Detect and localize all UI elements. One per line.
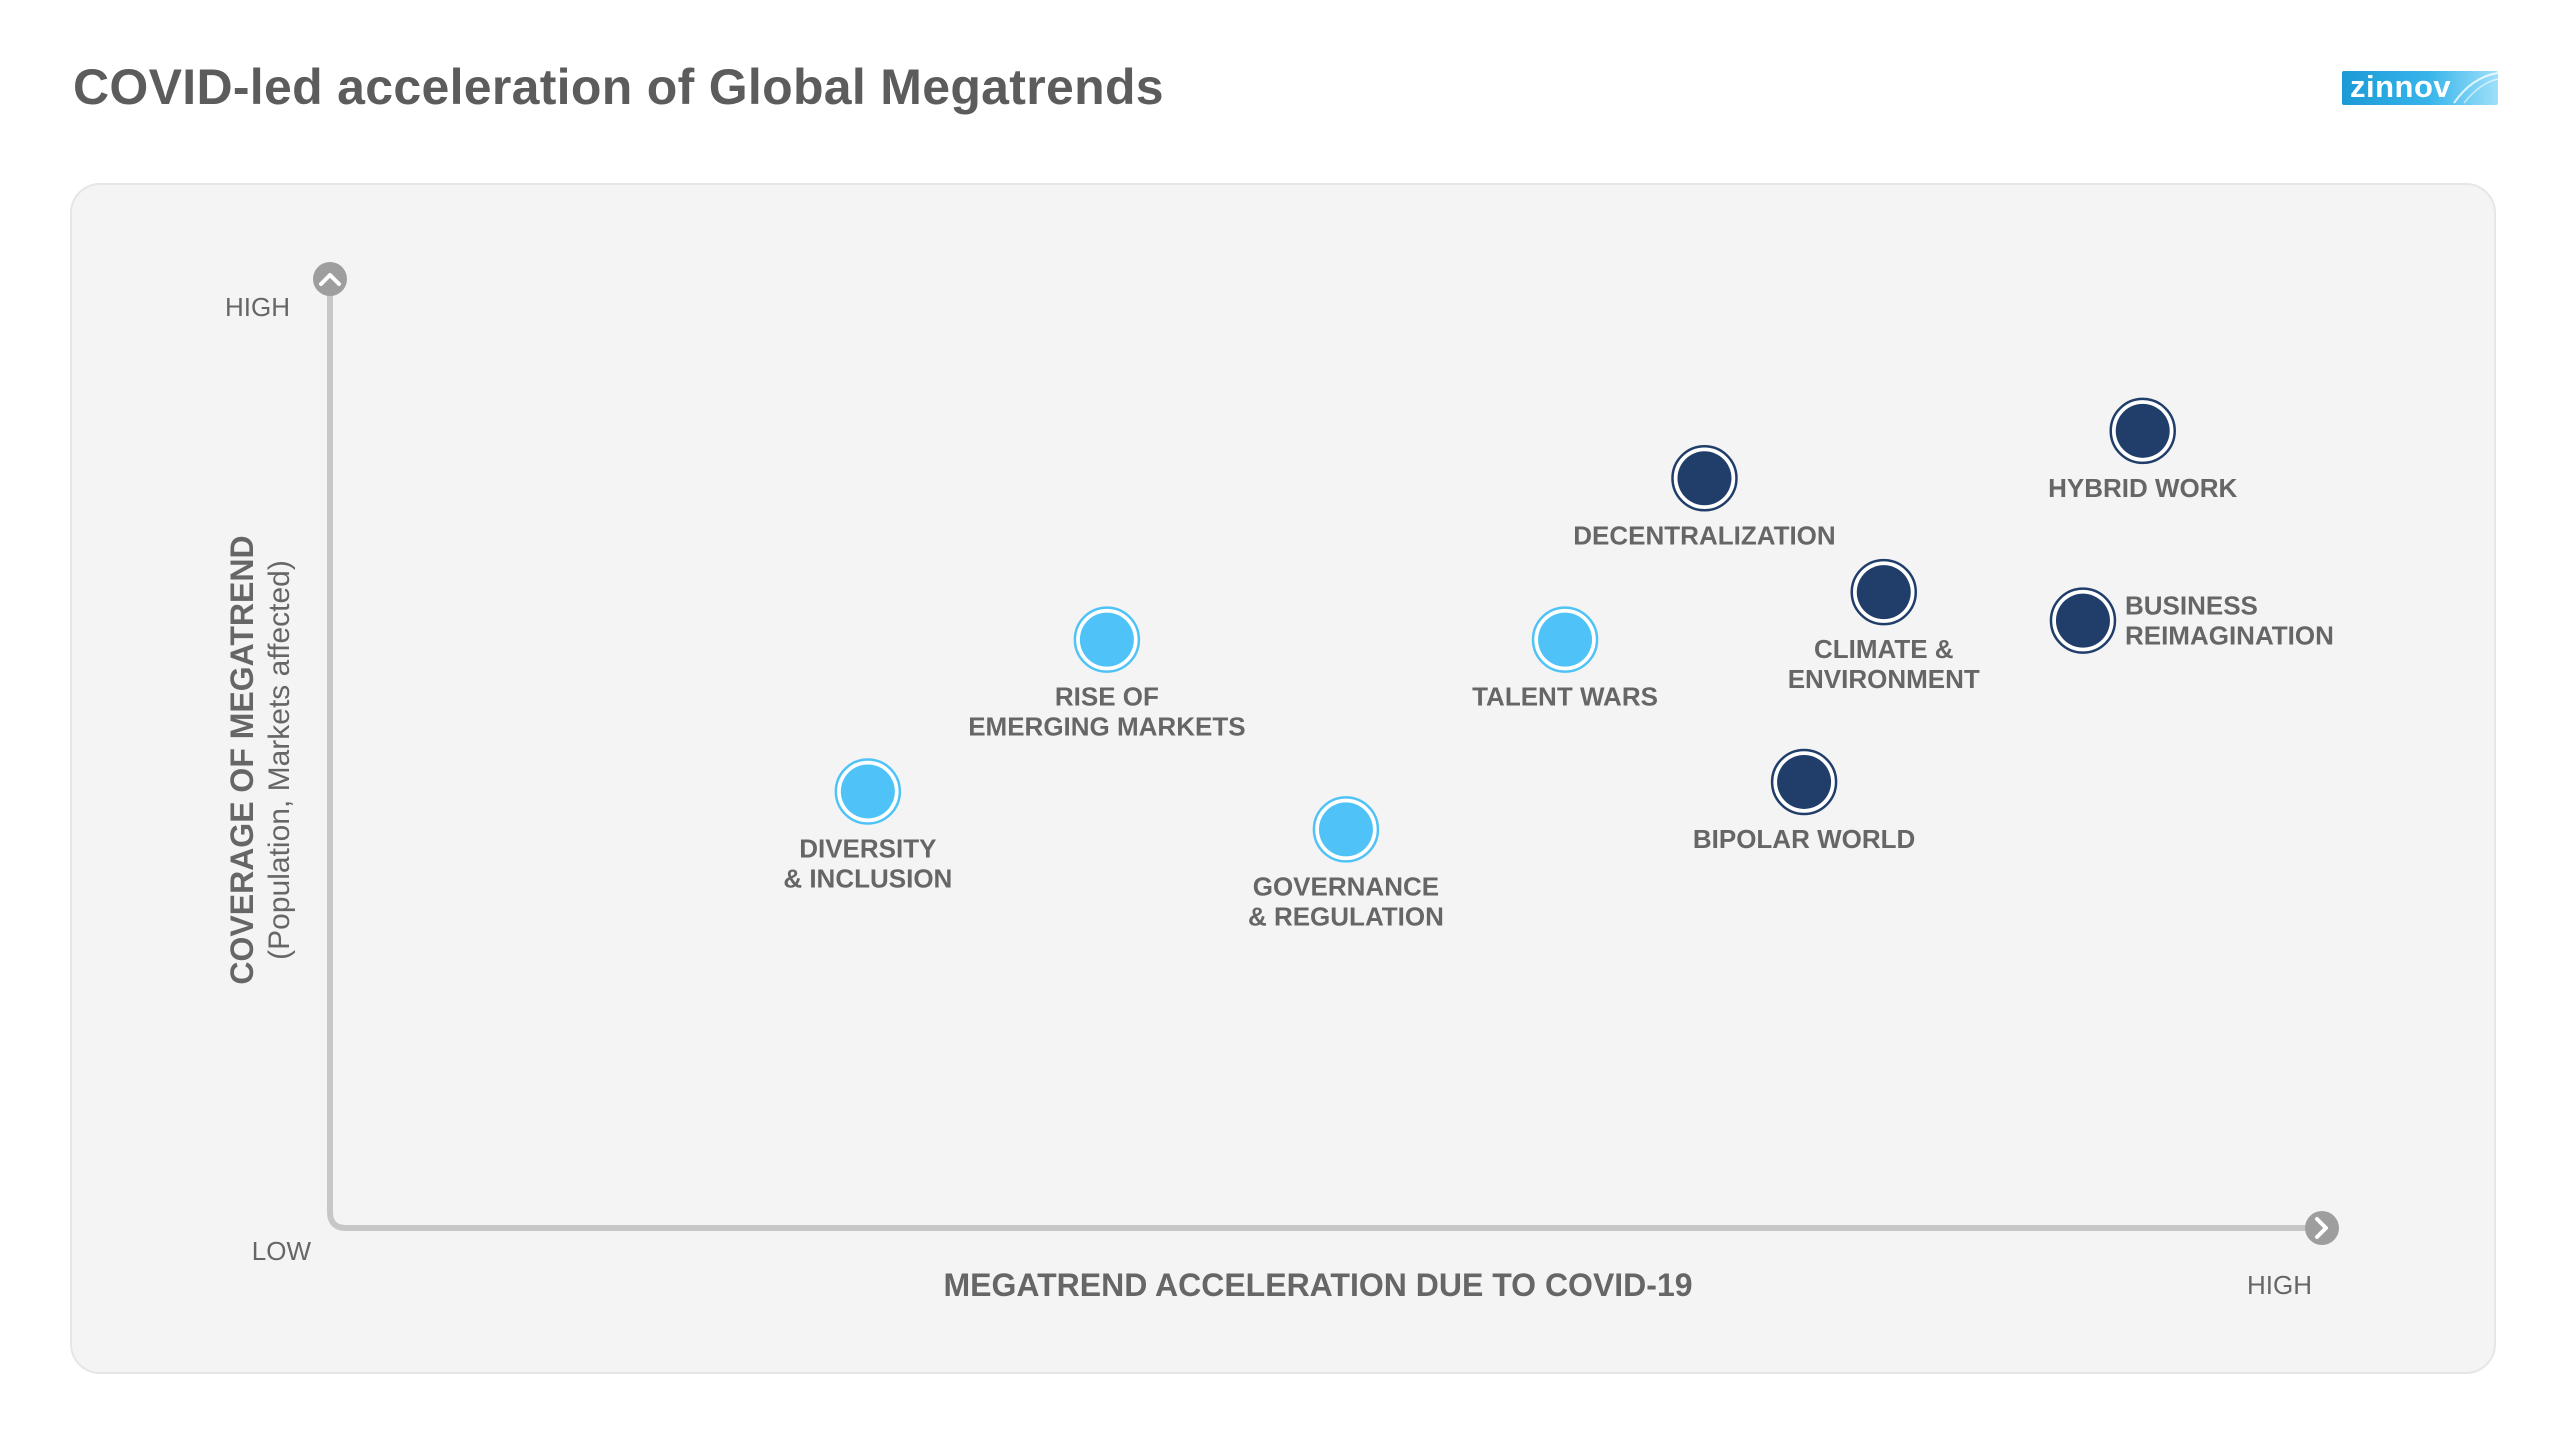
point-marker [1079, 612, 1134, 667]
point-hybrid-work: HYBRID WORK [2048, 397, 2238, 503]
point-talent-wars: TALENT WARS [1472, 606, 1658, 712]
x-high-label: HIGH [2247, 1270, 2312, 1300]
point-label: EMERGING MARKETS [968, 712, 1245, 742]
x-axis-title: MEGATREND ACCELERATION DUE TO COVID-19 [943, 1267, 1692, 1303]
point-label: BIPOLAR WORLD [1693, 824, 1915, 854]
x-low-label: LOW [252, 1236, 312, 1266]
page-title: COVID-led acceleration of Global Megatre… [73, 59, 1164, 115]
x-axis-arrow-right-icon [2305, 1211, 2339, 1245]
point-label: DIVERSITY [799, 833, 936, 863]
point-label: & INCLUSION [783, 863, 952, 893]
chart-panel [70, 183, 2496, 1374]
point-label: TALENT WARS [1472, 682, 1658, 712]
point-label: ENVIRONMENT [1788, 664, 1980, 694]
point-label: BUSINESS [2125, 591, 2258, 621]
point-decentralization: DECENTRALIZATION [1573, 445, 1836, 550]
y-high-label: HIGH [225, 292, 290, 322]
point-marker [1538, 612, 1593, 667]
point-governance-and-regulation: GOVERNANCE& REGULATION [1248, 796, 1444, 931]
point-label: RISE OF [1055, 682, 1159, 712]
point-marker [1856, 565, 1911, 620]
point-marker [1677, 451, 1732, 506]
zinnov-logo: zinnov [2342, 71, 2498, 105]
point-label: HYBRID WORK [2048, 473, 2237, 503]
point-label: & REGULATION [1248, 901, 1444, 931]
y-axis-arrow-up-icon [313, 262, 347, 296]
point-marker [1318, 802, 1373, 857]
axes [313, 262, 2339, 1245]
point-climate-and-environment: CLIMATE &ENVIRONMENT [1788, 558, 1980, 694]
y-axis-subtitle: (Population, Markets affected) [263, 560, 296, 960]
y-axis-title: COVERAGE OF MEGATREND [224, 535, 260, 984]
logo-text: zinnov [2350, 71, 2452, 104]
point-diversity-and-inclusion: DIVERSITY& INCLUSION [783, 758, 952, 893]
point-marker [2115, 403, 2170, 458]
y-axis-title-group: COVERAGE OF MEGATREND (Population, Marke… [224, 535, 296, 984]
logo-swoosh-icon [2453, 72, 2498, 104]
point-bipolar-world: BIPOLAR WORLD [1693, 748, 1915, 854]
axis-line [327, 277, 2325, 1231]
point-label: CLIMATE & [1814, 634, 1954, 664]
point-label: GOVERNANCE [1253, 871, 1439, 901]
point-marker [1777, 754, 1832, 809]
point-label: DECENTRALIZATION [1573, 520, 1835, 550]
point-label: REIMAGINATION [2125, 621, 2334, 651]
point-marker [2055, 593, 2110, 648]
point-marker [840, 764, 895, 819]
